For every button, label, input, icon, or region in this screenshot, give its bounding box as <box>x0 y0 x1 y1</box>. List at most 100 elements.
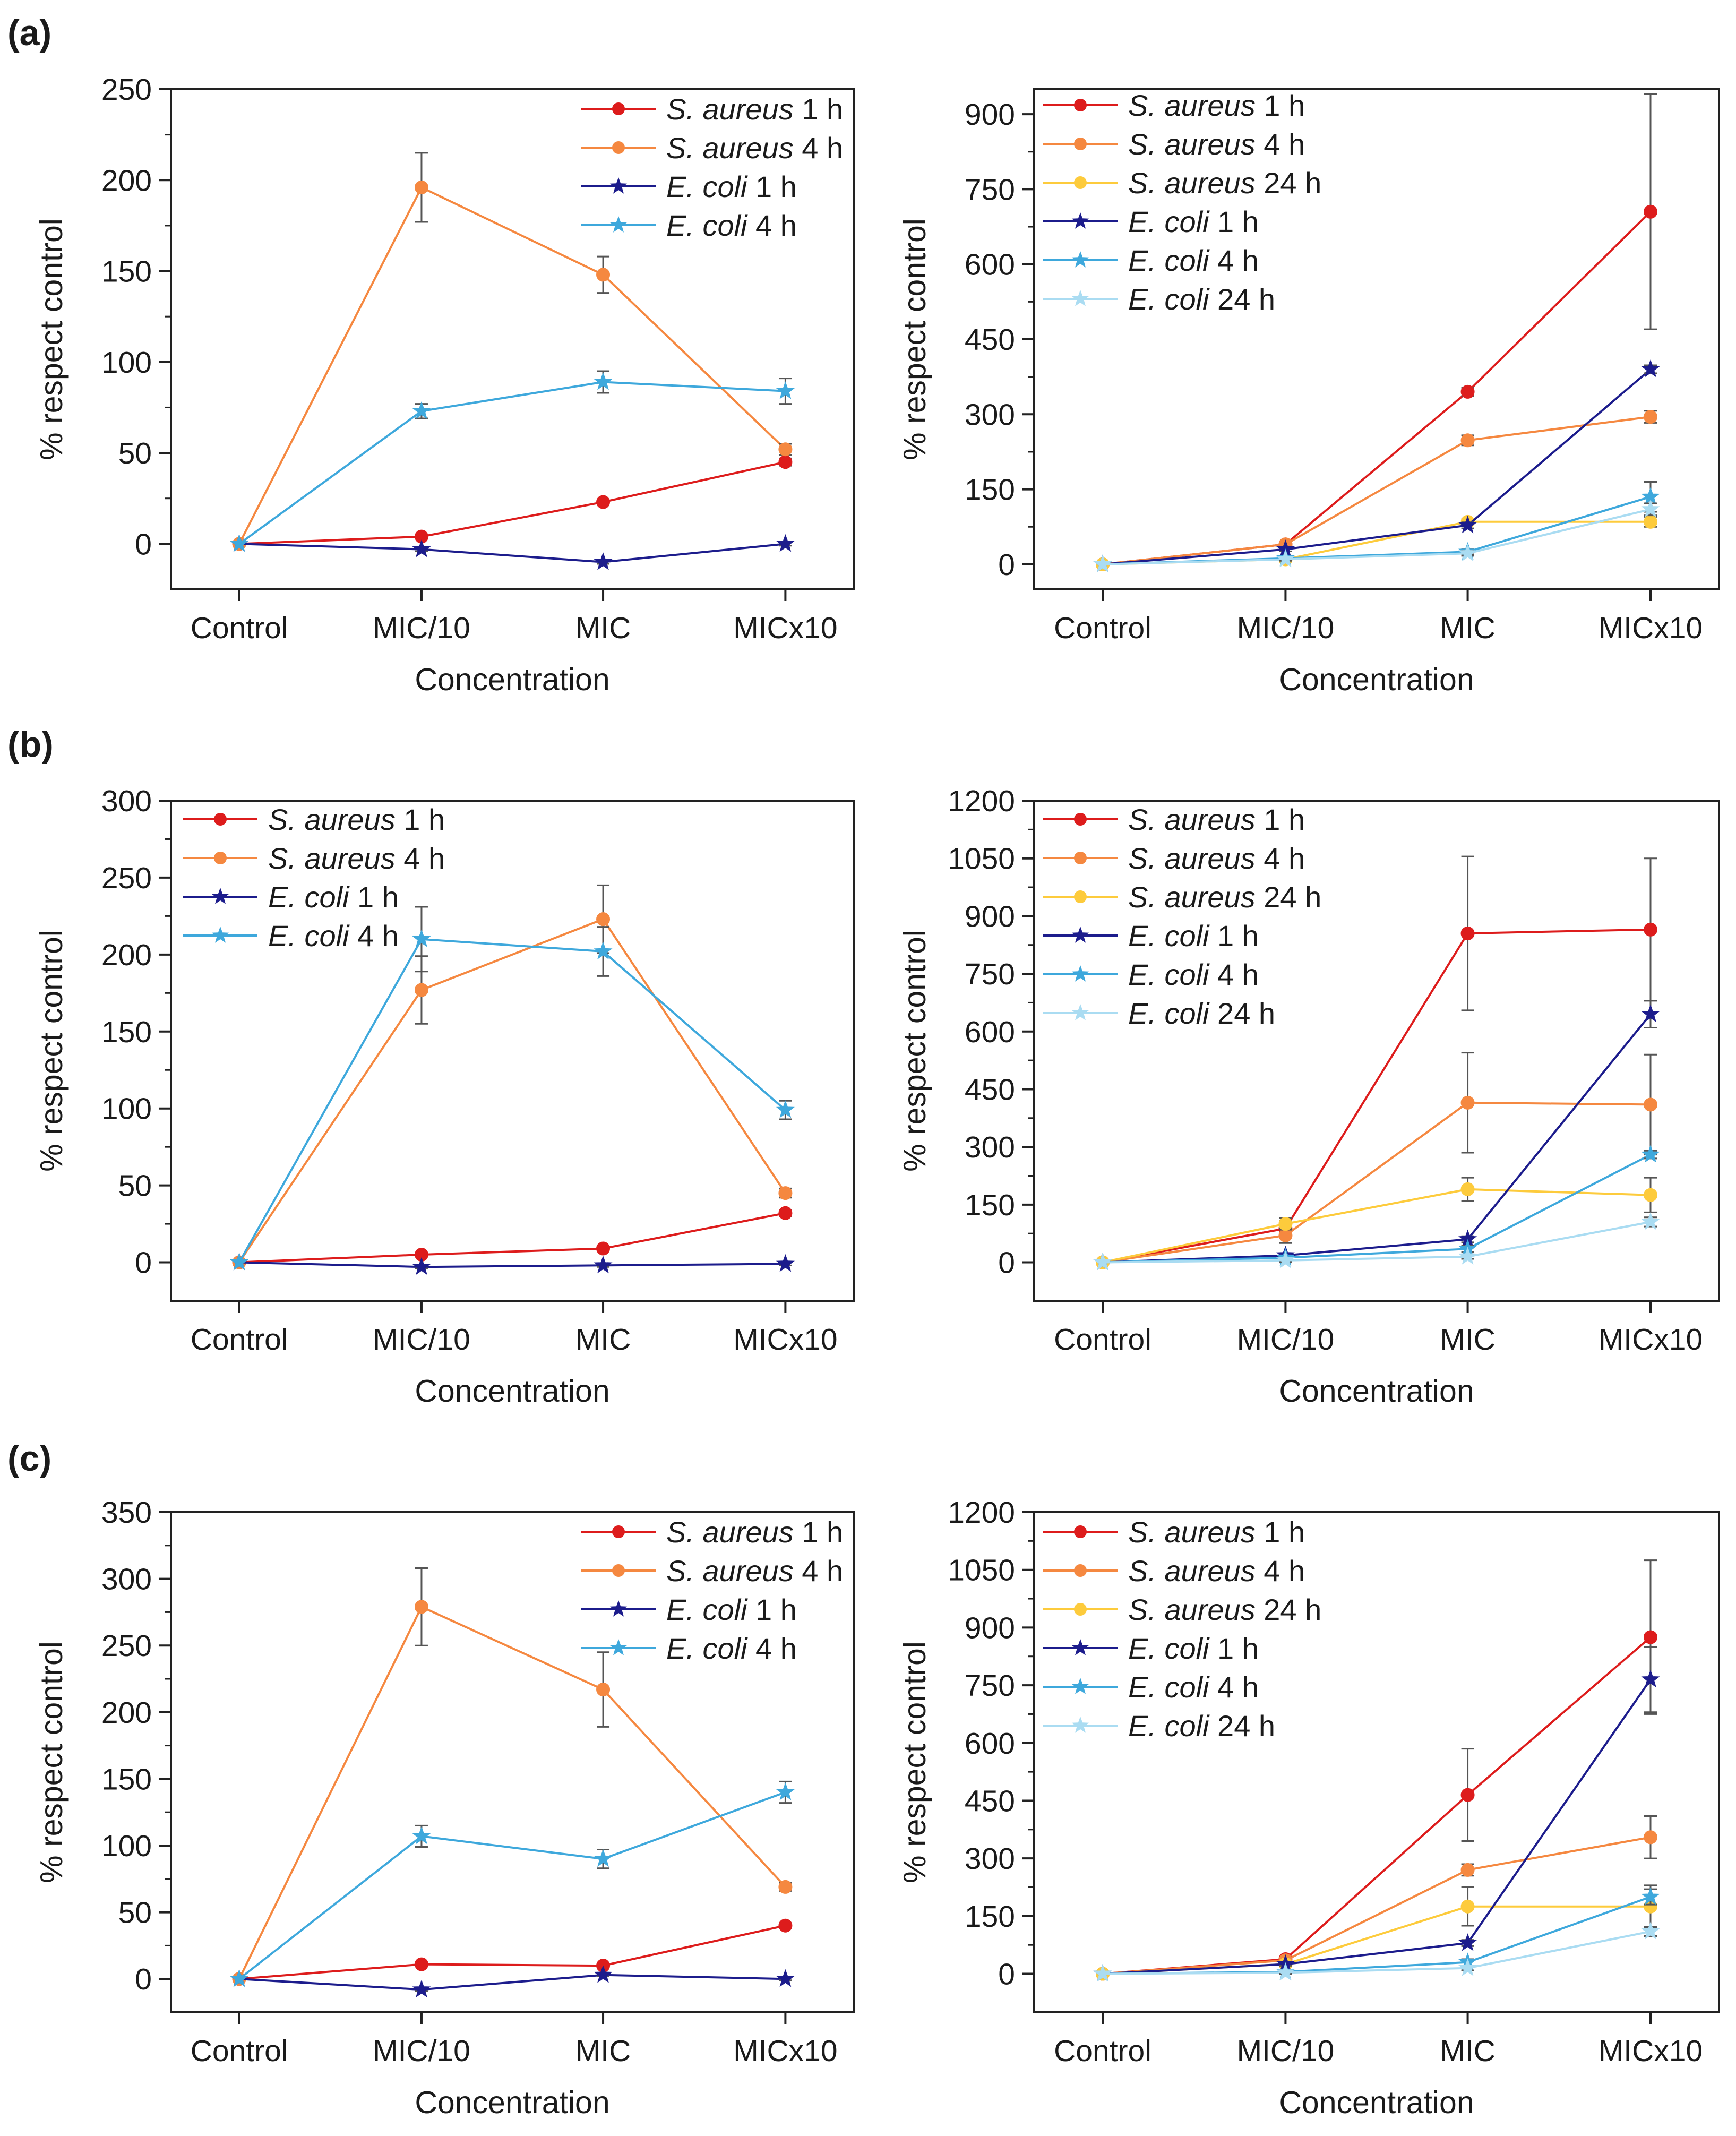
data-point <box>594 941 613 959</box>
y-tick-label: 0 <box>998 548 1015 582</box>
legend-label: E. coli 1 h <box>666 170 797 203</box>
y-tick-label: 300 <box>101 784 152 818</box>
x-tick-label: MIC <box>575 1323 631 1357</box>
legend: S. aureus 1 hS. aureus 4 hE. coli 1 hE. … <box>581 92 843 242</box>
y-axis-title: % respect control <box>34 930 69 1172</box>
data-point <box>1460 1788 1475 1802</box>
x-tick-label: MIC <box>575 2034 631 2068</box>
legend-time: 1 h <box>794 1515 843 1549</box>
legend-label: S. aureus 4 h <box>1128 842 1305 875</box>
y-tick-label: 200 <box>101 164 152 198</box>
legend-species: E. coli <box>1128 205 1210 238</box>
legend: S. aureus 1 hS. aureus 4 hS. aureus 24 h… <box>1043 803 1321 1030</box>
data-point <box>1644 1097 1657 1112</box>
legend-time: 1 h <box>396 803 445 836</box>
data-point <box>1641 1669 1660 1688</box>
legend-label: S. aureus 4 h <box>1128 1554 1305 1588</box>
data-point <box>1644 1830 1657 1845</box>
legend-species: E. coli <box>1128 997 1210 1030</box>
panel-label-b: (b) <box>7 724 54 765</box>
data-point <box>412 401 431 419</box>
y-tick-label: 200 <box>101 938 152 972</box>
data-point <box>1460 926 1475 940</box>
y-tick-label: 600 <box>965 248 1015 282</box>
x-tick-label: MICx10 <box>733 1323 837 1357</box>
y-tick-label: 300 <box>965 1130 1015 1164</box>
legend-label: E. coli 1 h <box>666 1593 797 1626</box>
data-point <box>776 1254 795 1272</box>
data-point <box>1276 1250 1295 1268</box>
series-line <box>239 1924 786 1980</box>
legend-marker <box>1074 852 1087 864</box>
y-tick-label: 600 <box>965 1727 1015 1761</box>
y-axis-title: % respect control <box>34 218 69 460</box>
legend-marker <box>211 888 229 904</box>
data-point <box>778 1918 793 1933</box>
data-point <box>412 929 431 947</box>
legend-label: E. coli 1 h <box>1128 205 1259 238</box>
legend-species: S. aureus <box>666 131 794 165</box>
series-line <box>238 917 787 1263</box>
legend-marker <box>1071 1004 1089 1020</box>
series-e-coli-1-h <box>230 1253 795 1275</box>
data-point <box>414 180 428 194</box>
data-point <box>412 1826 431 1845</box>
legend-species: S. aureus <box>666 1515 794 1549</box>
legend-marker <box>1074 176 1087 189</box>
data-point <box>594 372 613 390</box>
legend-species: E. coli <box>666 1632 748 1665</box>
data-point <box>778 442 793 457</box>
chart-b-right: 0 150 300 450 600 750 900 1050 1200 Control MIC/10… <box>897 784 1720 1409</box>
series-line <box>1102 1905 1651 1975</box>
legend-species: S. aureus <box>268 842 396 875</box>
legend-marker <box>609 1600 628 1617</box>
legend-time: 24 h <box>1209 282 1276 316</box>
y-tick-label: 1200 <box>948 784 1015 818</box>
y-tick-label: 900 <box>965 1611 1015 1645</box>
legend-marker <box>214 813 227 826</box>
legend-marker <box>612 1564 625 1577</box>
data-point <box>1458 543 1477 562</box>
data-point <box>776 1969 795 1987</box>
legend-marker <box>1071 965 1089 982</box>
legend-label: S. aureus 4 h <box>666 1554 843 1588</box>
legend-time: 4 h <box>1256 127 1305 161</box>
series-e-coli-24-h <box>1093 499 1660 572</box>
legend-label: E. coli 4 h <box>1128 1670 1259 1704</box>
x-tick-label: MIC/10 <box>373 1323 470 1357</box>
x-tick-label: Control <box>1054 1323 1151 1357</box>
data-point <box>1641 1004 1660 1023</box>
legend-time: 1 h <box>1256 89 1305 122</box>
data-point <box>594 1255 613 1274</box>
x-axis-title: Concentration <box>1279 1374 1474 1409</box>
legend-species: S. aureus <box>666 1554 794 1588</box>
data-point <box>1460 384 1475 399</box>
legend-marker <box>211 927 229 943</box>
data-point <box>412 539 431 557</box>
y-tick-label: 250 <box>101 73 152 107</box>
y-tick-label: 300 <box>965 398 1015 432</box>
legend-marker <box>1071 1639 1089 1655</box>
legend-marker <box>612 1525 625 1538</box>
data-point <box>1458 1958 1477 1976</box>
plot-frame <box>1033 88 1720 590</box>
legend-species: S. aureus <box>1128 127 1256 161</box>
data-point <box>1458 1247 1477 1265</box>
x-tick-label: Control <box>1054 2034 1151 2068</box>
data-point <box>1276 550 1295 568</box>
legend-label: S. aureus 24 h <box>1128 880 1321 914</box>
plot-frame <box>1033 1511 1720 2013</box>
data-point <box>596 1241 611 1256</box>
series-e-coli-4-h <box>230 906 795 1271</box>
data-point <box>1641 1212 1660 1230</box>
legend-species: S. aureus <box>666 92 794 126</box>
legend-label: S. aureus 4 h <box>666 131 843 165</box>
legend-label: S. aureus 24 h <box>1128 1593 1321 1626</box>
y-tick-label: 0 <box>998 1246 1015 1280</box>
data-point <box>1460 1095 1475 1110</box>
legend-species: S. aureus <box>1128 842 1256 875</box>
series-line <box>1102 1188 1651 1264</box>
y-tick-label: 100 <box>101 346 152 380</box>
data-point <box>1093 1964 1112 1982</box>
y-tick-label: 900 <box>965 98 1015 132</box>
